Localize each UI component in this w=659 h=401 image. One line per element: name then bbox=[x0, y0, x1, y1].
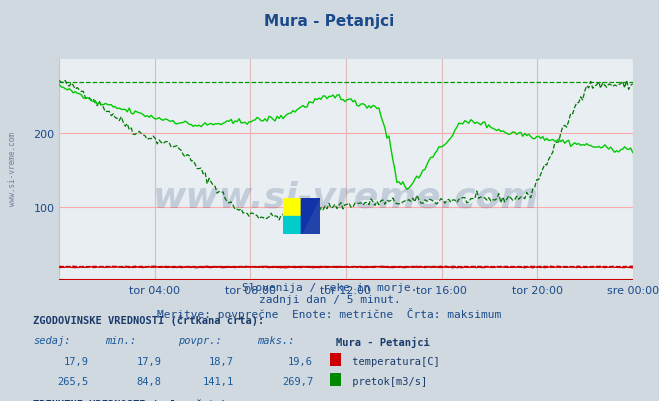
Text: ZGODOVINSKE VREDNOSTI (črtkana črta):: ZGODOVINSKE VREDNOSTI (črtkana črta): bbox=[33, 315, 264, 325]
Text: temperatura[C]: temperatura[C] bbox=[346, 356, 440, 366]
Text: www.si-vreme.com: www.si-vreme.com bbox=[8, 132, 17, 205]
Text: www.si-vreme.com: www.si-vreme.com bbox=[153, 180, 539, 214]
Text: Mura - Petanjci: Mura - Petanjci bbox=[264, 14, 395, 29]
Text: 19,6: 19,6 bbox=[288, 356, 313, 366]
Bar bbox=[283, 217, 302, 235]
Text: 265,5: 265,5 bbox=[58, 376, 89, 386]
Polygon shape bbox=[302, 198, 320, 235]
Text: TRENUTNE VREDNOSTI (polna črta):: TRENUTNE VREDNOSTI (polna črta): bbox=[33, 399, 233, 401]
Text: min.:: min.: bbox=[105, 336, 136, 346]
Text: povpr.:: povpr.: bbox=[178, 336, 221, 346]
Text: maks.:: maks.: bbox=[257, 336, 295, 346]
Text: Mura - Petanjci: Mura - Petanjci bbox=[336, 336, 430, 346]
Text: Meritve: povprečne  Enote: metrične  Črta: maksimum: Meritve: povprečne Enote: metrične Črta:… bbox=[158, 307, 501, 319]
Text: 141,1: 141,1 bbox=[203, 376, 234, 386]
Text: 17,9: 17,9 bbox=[64, 356, 89, 366]
Bar bbox=[283, 198, 302, 217]
Text: zadnji dan / 5 minut.: zadnji dan / 5 minut. bbox=[258, 295, 401, 305]
Text: 269,7: 269,7 bbox=[282, 376, 313, 386]
Text: sedaj:: sedaj: bbox=[33, 336, 71, 346]
Text: 18,7: 18,7 bbox=[209, 356, 234, 366]
Bar bbox=[302, 198, 320, 235]
Text: 17,9: 17,9 bbox=[136, 356, 161, 366]
Text: Slovenija / reke in morje.: Slovenija / reke in morje. bbox=[242, 283, 417, 293]
Text: pretok[m3/s]: pretok[m3/s] bbox=[346, 376, 427, 386]
Text: 84,8: 84,8 bbox=[136, 376, 161, 386]
